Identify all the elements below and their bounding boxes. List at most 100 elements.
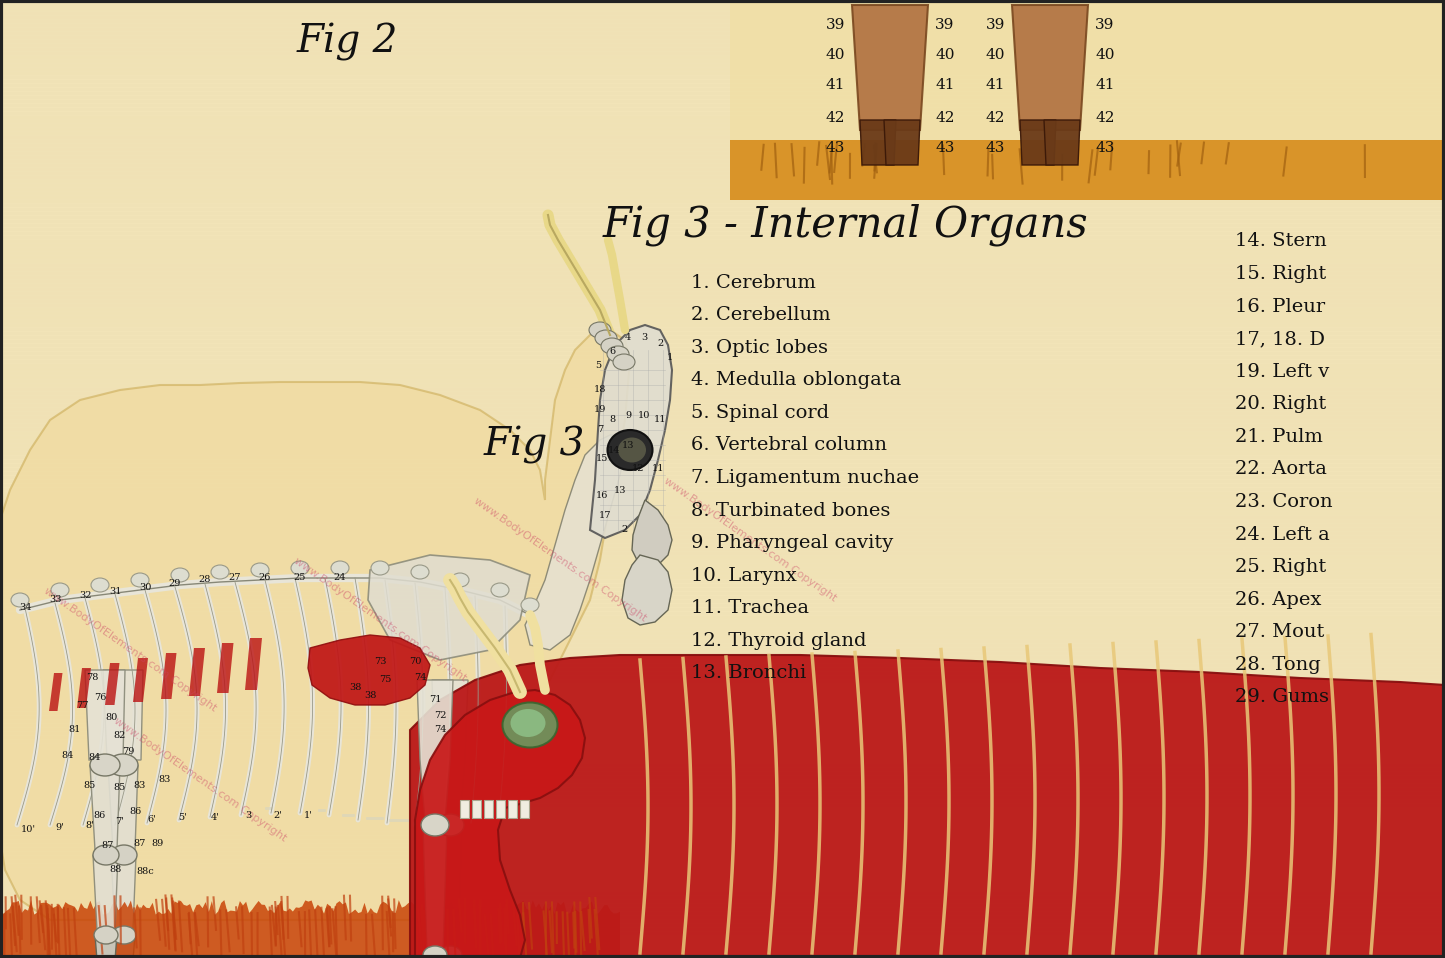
Bar [0,956,1445,958]
Bar [0,816,1445,818]
Bar [0,40,1445,42]
Bar [0,140,1445,142]
Text: 81: 81 [69,725,81,735]
Bar [0,936,1445,938]
Bar [0,796,1445,798]
Bar [0,520,1445,522]
Bar [0,496,1445,498]
Bar [0,312,1445,314]
Polygon shape [113,935,134,958]
Polygon shape [105,663,120,705]
Polygon shape [49,673,62,711]
Polygon shape [0,330,630,920]
Bar [0,872,1445,874]
Bar [0,320,1445,322]
Bar [0,24,1445,26]
Text: 10: 10 [637,410,650,420]
Text: www.BodyOfElements.com Copyright: www.BodyOfElements.com Copyright [292,557,468,684]
Bar [0,596,1445,598]
Text: 6': 6' [147,815,156,825]
Bar [0,924,1445,926]
Bar [0,700,1445,702]
Bar [0,756,1445,758]
Polygon shape [730,140,1445,200]
Bar [0,788,1445,790]
Bar [0,376,1445,378]
Polygon shape [425,955,445,958]
Bar [496,800,504,818]
Bar [0,396,1445,398]
Polygon shape [590,325,672,538]
Polygon shape [415,690,585,958]
Bar [0,292,1445,294]
Text: 9: 9 [624,410,631,420]
Text: 41: 41 [825,78,845,92]
Ellipse shape [108,754,139,776]
Text: 15: 15 [595,453,608,463]
Bar [0,164,1445,166]
Bar [0,472,1445,474]
Bar [0,732,1445,734]
Text: 41: 41 [935,78,955,92]
Bar [0,728,1445,730]
Text: 32: 32 [78,590,91,600]
Bar [0,740,1445,742]
Bar [0,752,1445,754]
Polygon shape [108,765,139,850]
Bar [0,200,1445,202]
Bar [0,412,1445,414]
Text: 34: 34 [19,603,32,611]
Text: 8: 8 [608,416,616,424]
Bar [0,600,1445,602]
Bar [0,288,1445,290]
Bar [0,952,1445,954]
Text: 89: 89 [152,838,165,848]
Text: 39: 39 [825,18,845,32]
Text: 19. Left v: 19. Left v [1235,363,1329,380]
Text: 2': 2' [273,810,283,819]
Text: 4': 4' [211,812,220,822]
Bar [0,196,1445,198]
Bar [0,264,1445,266]
Ellipse shape [438,946,462,958]
Text: 7: 7 [597,425,603,435]
Bar [0,852,1445,854]
Bar [0,328,1445,330]
Bar [0,252,1445,254]
Bar [0,708,1445,710]
Ellipse shape [613,354,634,370]
Bar [0,8,1445,10]
Bar [0,672,1445,674]
Bar [0,896,1445,898]
Bar [0,656,1445,658]
Bar [0,436,1445,438]
Text: www.BodyOfElements.com Copyright: www.BodyOfElements.com Copyright [473,496,649,624]
Bar [473,800,481,818]
Text: 41: 41 [985,78,1006,92]
Polygon shape [133,658,147,702]
Text: 85: 85 [114,784,126,792]
Bar [0,336,1445,338]
Bar [0,12,1445,14]
Ellipse shape [607,430,653,470]
Text: 9': 9' [55,824,65,833]
Bar [0,588,1445,590]
Ellipse shape [90,754,120,776]
Bar [0,132,1445,134]
Polygon shape [308,635,431,705]
Bar [0,64,1445,66]
Polygon shape [884,120,920,165]
Text: 3. Optic lobes: 3. Optic lobes [691,339,828,356]
Text: 2: 2 [657,338,665,348]
Text: 29. Gums: 29. Gums [1235,689,1329,706]
Bar [0,388,1445,390]
Bar [0,268,1445,270]
Text: 42: 42 [825,111,845,125]
Bar [0,660,1445,662]
Ellipse shape [595,330,617,346]
Bar [0,88,1445,90]
Bar [0,316,1445,318]
Text: 28: 28 [199,576,211,584]
Bar [0,916,1445,918]
Bar [0,240,1445,242]
